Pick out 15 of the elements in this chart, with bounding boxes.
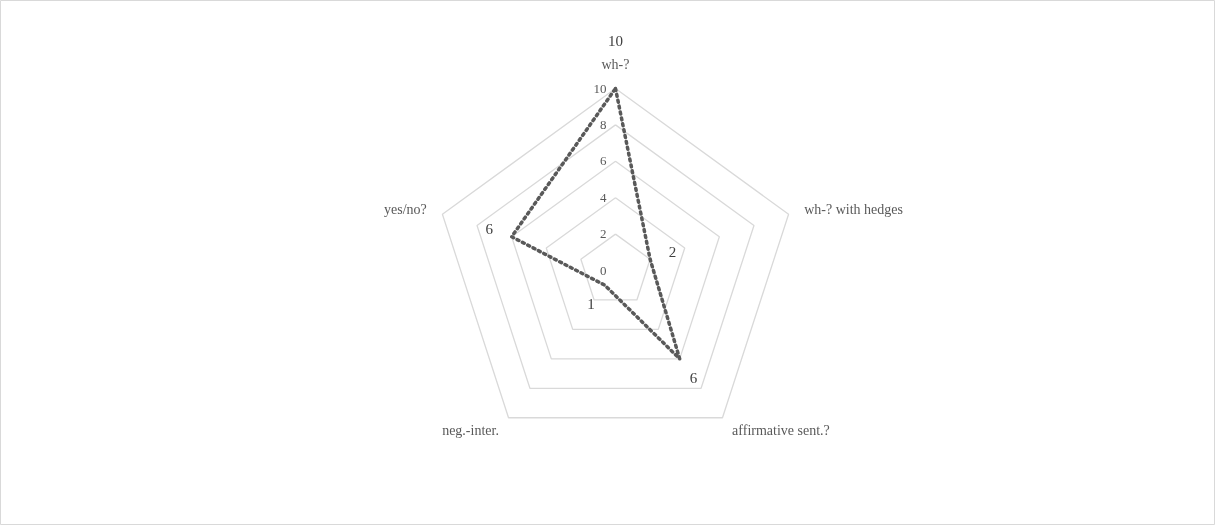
y-tick-label: 0 (599, 262, 607, 278)
y-tick-label: 8 (599, 116, 607, 132)
spoke-label: neg.-inter. (442, 423, 499, 439)
data-label: 6 (485, 221, 494, 238)
spoke-label: wh-? (601, 57, 630, 73)
spoke-label: yes/no? (384, 201, 427, 217)
data-label: 1 (587, 296, 595, 313)
data-label: 6 (689, 369, 698, 386)
y-tick-label: 4 (599, 189, 607, 205)
spoke-label: affirmative sent.? (732, 423, 830, 439)
spoke-label: wh-? with hedges (804, 201, 903, 217)
y-tick-label: 2 (599, 226, 607, 242)
y-tick-label: 6 (599, 153, 607, 169)
y-tick-label: 10 (593, 80, 607, 96)
data-label: 2 (668, 243, 677, 260)
